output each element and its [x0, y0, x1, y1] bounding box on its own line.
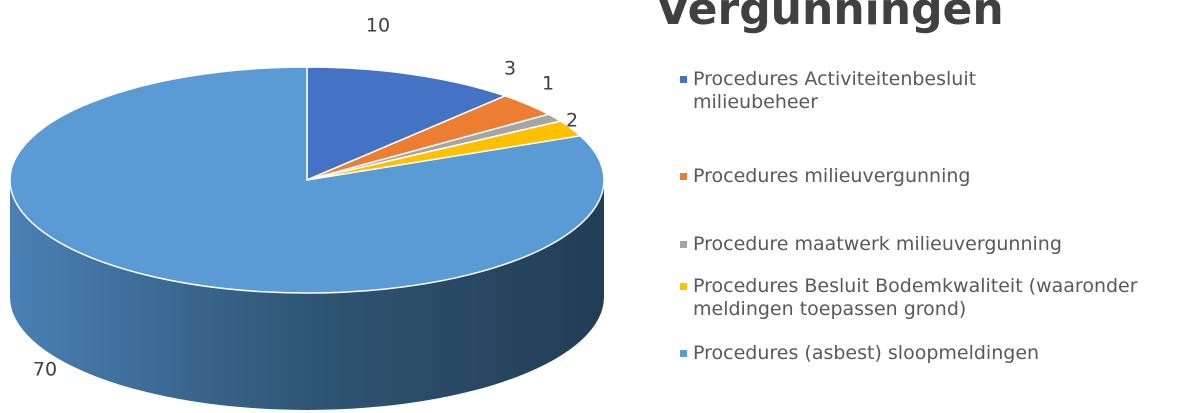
legend-swatch	[680, 173, 687, 180]
legend-label: Procedures (asbest) sloopmeldingen	[693, 342, 1040, 364]
data-label: 2	[566, 110, 578, 132]
legend-item: Procedures Besluit Bodemkwaliteit (waaro…	[680, 275, 1187, 321]
pie-slice	[306, 66, 508, 182]
chart-title: Vergunningen	[656, 0, 1004, 35]
data-label: 10	[366, 15, 390, 37]
legend-label: Procedures Besluit Bodemkwaliteit (waaro…	[693, 275, 1138, 320]
legend-swatch	[680, 76, 687, 83]
data-label: 3	[504, 58, 516, 80]
pie-side	[10, 180, 604, 410]
legend-label: Procedures milieuvergunning	[693, 165, 971, 187]
data-label: 1	[542, 73, 554, 95]
legend-label: Procedure maatwerk milieuvergunning	[693, 233, 1062, 255]
legend-item: Procedures Activiteitenbesluit milieubeh…	[680, 68, 1093, 114]
pie-area: 10 3 12 70	[9, 15, 605, 410]
legend-label: Procedures Activiteitenbesluit milieubeh…	[693, 68, 977, 113]
legend-item: Procedures (asbest) sloopmeldingen	[680, 342, 1187, 365]
legend-item: Procedures milieuvergunning	[680, 165, 1187, 188]
pie-slice	[9, 66, 605, 294]
legend-swatch	[680, 241, 687, 248]
legend-swatch	[680, 350, 687, 357]
legend-swatch	[680, 283, 687, 290]
data-label: 70	[33, 359, 57, 381]
legend-item: Procedure maatwerk milieuvergunning	[680, 233, 1187, 256]
